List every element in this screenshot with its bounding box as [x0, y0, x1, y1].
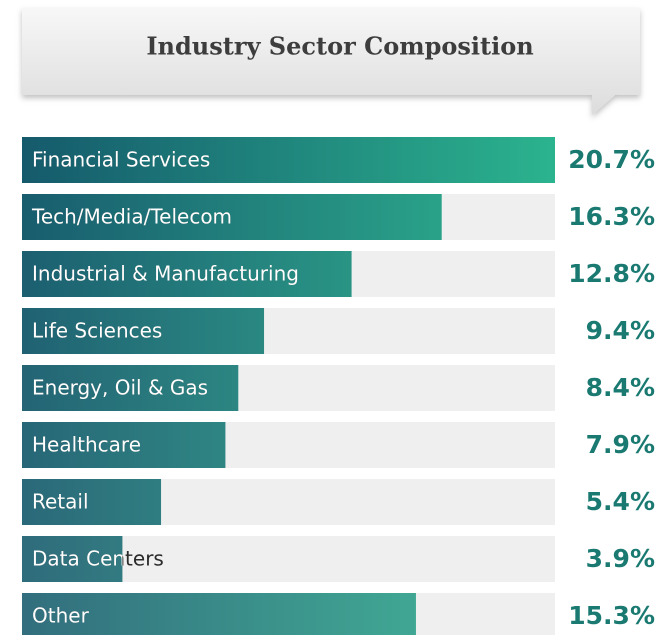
category-label: Energy, Oil & Gas	[32, 376, 208, 400]
bar	[22, 422, 226, 468]
value-label: 3.9%	[586, 544, 655, 573]
category-label: Retail	[32, 490, 89, 514]
category-label: Tech/Media/Telecom	[31, 205, 232, 229]
category-label: Other	[32, 604, 90, 628]
bar	[22, 536, 123, 582]
value-label: 9.4%	[586, 316, 655, 345]
category-label: Data Centers	[32, 547, 164, 571]
category-label: Healthcare	[32, 433, 141, 457]
bar	[22, 308, 265, 354]
value-label: 12.8%	[568, 259, 655, 288]
category-label: Healthcare	[32, 433, 141, 457]
category-label: Other	[32, 604, 90, 628]
value-label: 20.7%	[568, 145, 655, 174]
bar	[22, 365, 239, 411]
category-label: Financial Services	[32, 148, 210, 172]
category-label: Financial Services	[32, 148, 210, 172]
title-box	[22, 8, 640, 115]
category-label: Tech/Media/Telecom	[31, 205, 232, 229]
bar	[22, 251, 352, 297]
category-label: Data Centers	[32, 547, 164, 571]
value-label: 16.3%	[568, 202, 655, 231]
category-label: Industrial & Manufacturing	[32, 262, 299, 286]
category-label: Life Sciences	[32, 319, 162, 343]
value-label: 8.4%	[586, 373, 655, 402]
chart-title: Industry Sector Composition	[146, 32, 533, 61]
bar	[22, 137, 555, 183]
category-label: Energy, Oil & Gas	[32, 376, 208, 400]
category-label: Industrial & Manufacturing	[32, 262, 299, 286]
bar	[22, 194, 442, 240]
category-label: Life Sciences	[32, 319, 162, 343]
value-label: 15.3%	[568, 601, 655, 630]
value-label: 5.4%	[586, 487, 655, 516]
value-label: 7.9%	[586, 430, 655, 459]
bar	[22, 593, 416, 635]
bar	[22, 479, 162, 525]
category-label: Retail	[32, 490, 89, 514]
